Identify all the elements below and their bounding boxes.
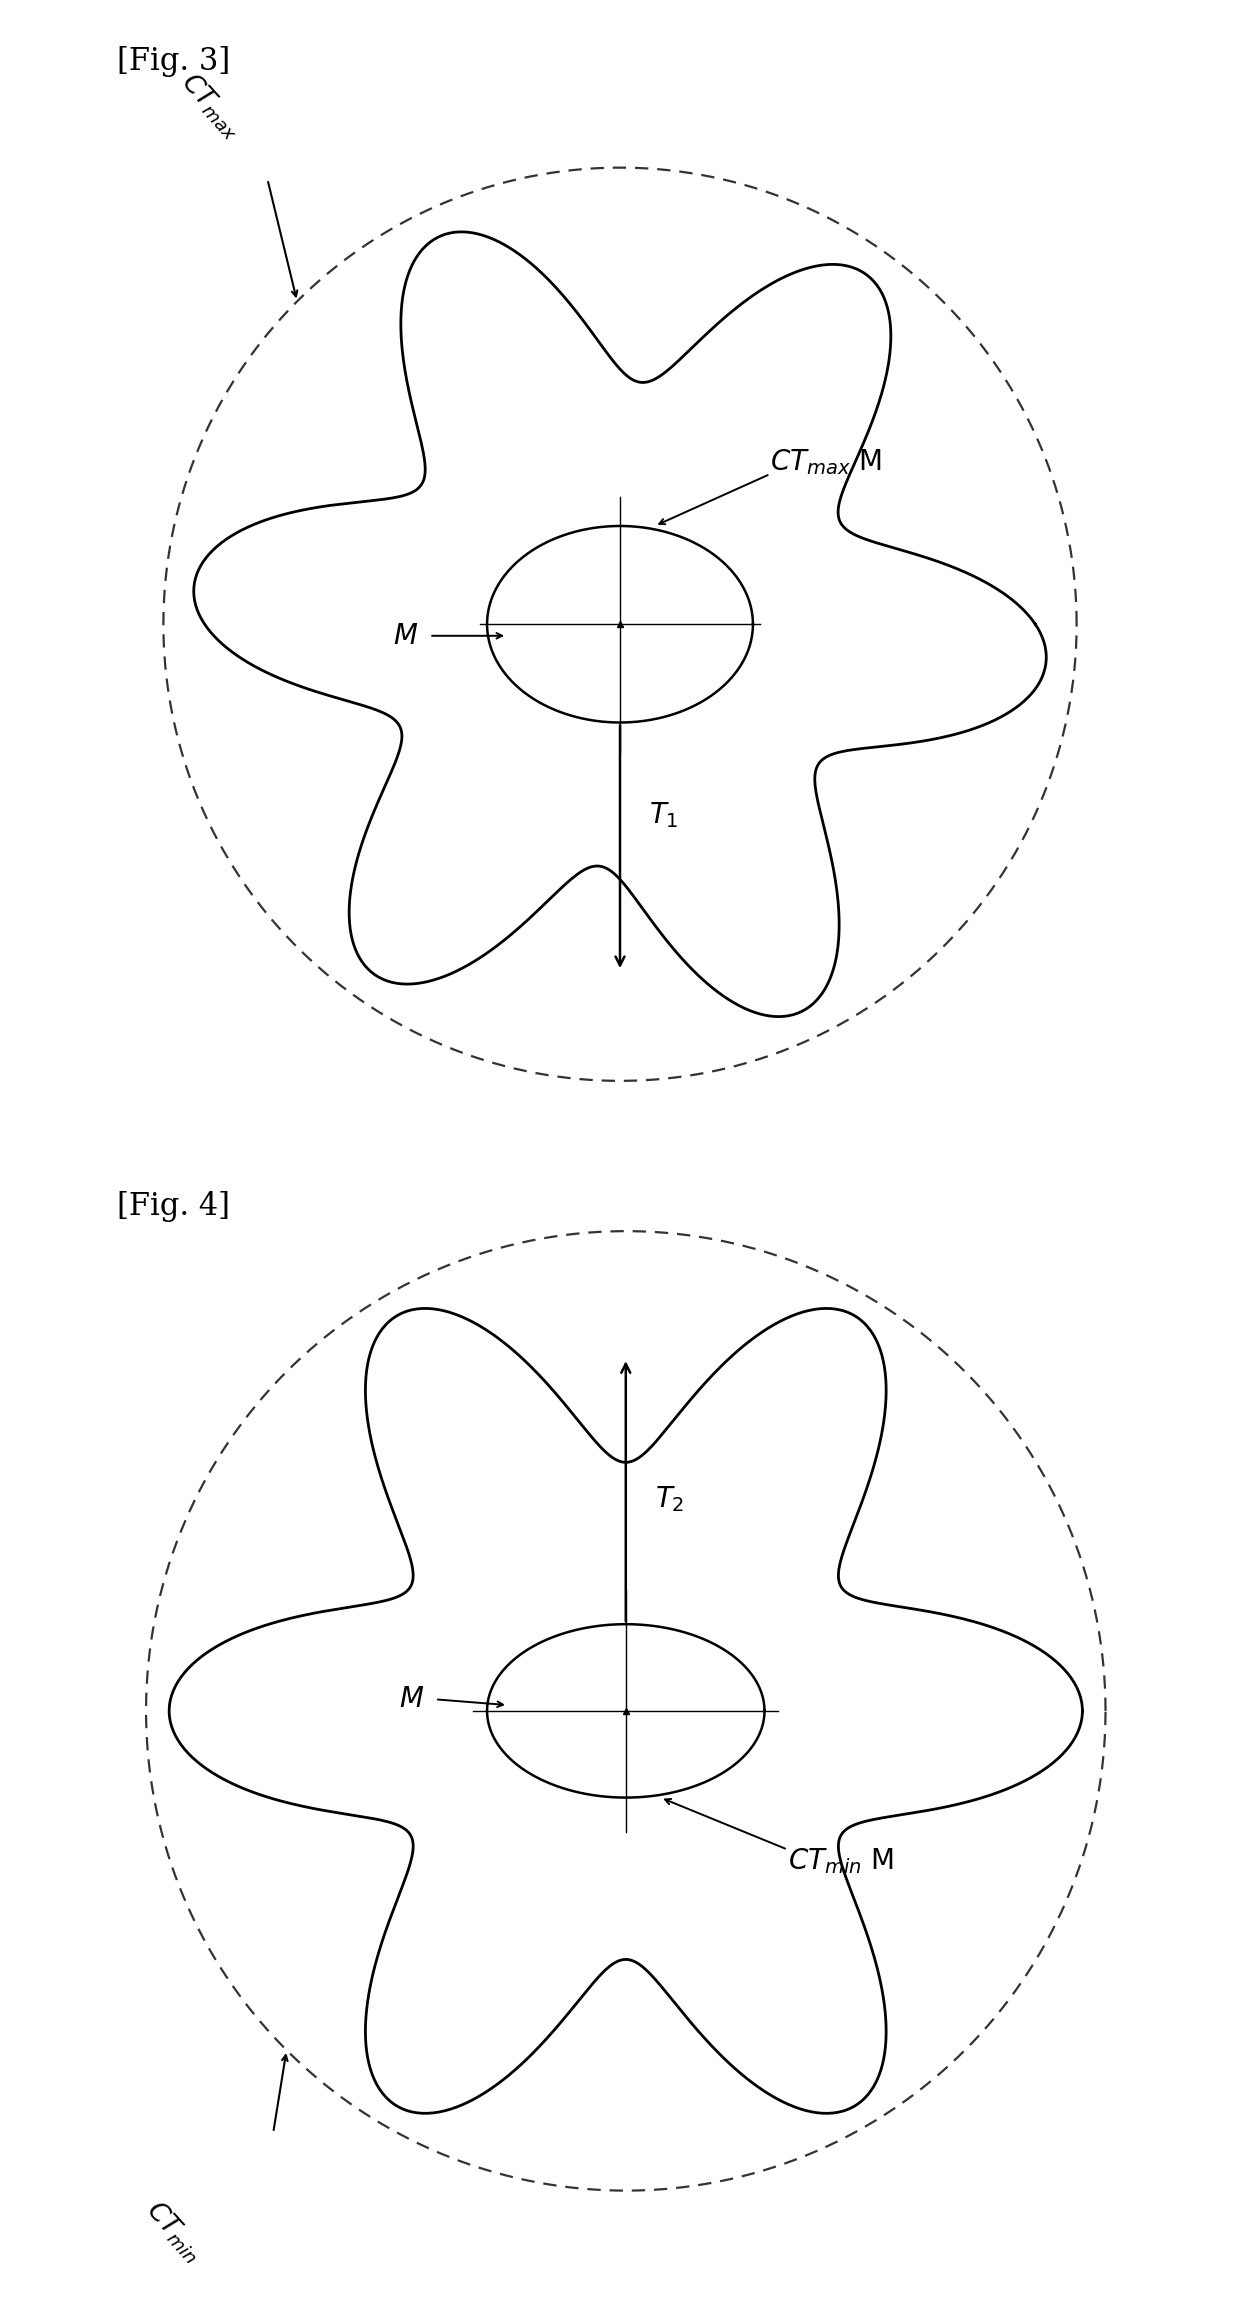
- Text: $T_2$: $T_2$: [655, 1484, 684, 1514]
- Text: $CT_{max}$ M: $CT_{max}$ M: [770, 449, 882, 476]
- Text: $CT_{min}$ M: $CT_{min}$ M: [787, 1847, 894, 1875]
- Text: $T_1$: $T_1$: [649, 800, 678, 830]
- Text: [Fig. 3]: [Fig. 3]: [117, 46, 231, 76]
- Text: M: M: [394, 622, 418, 650]
- Text: [Fig. 4]: [Fig. 4]: [117, 1191, 231, 1221]
- Text: $CT_{max}$: $CT_{max}$: [175, 69, 248, 143]
- Text: $CT_{min}$: $CT_{min}$: [140, 2196, 208, 2268]
- Text: M: M: [399, 1685, 424, 1713]
